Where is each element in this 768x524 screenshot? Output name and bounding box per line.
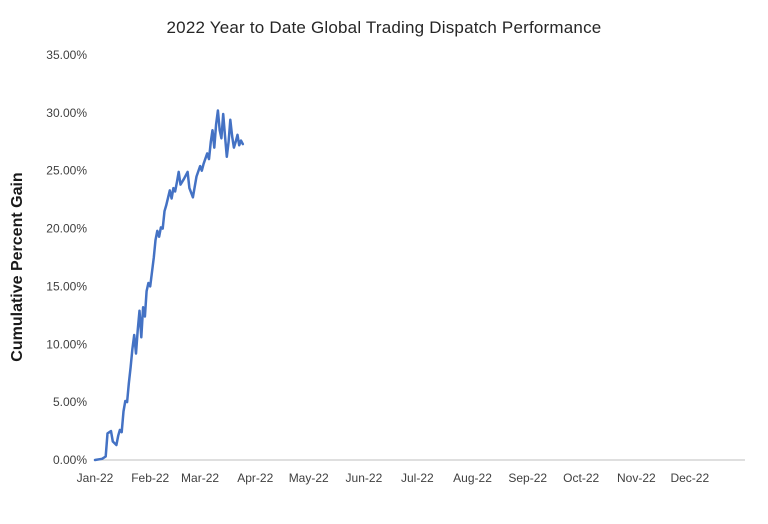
x-tick-label: Jul-22 xyxy=(401,471,434,485)
series-line xyxy=(93,109,245,462)
x-tick-label: May-22 xyxy=(289,471,329,485)
y-tick-label: 30.00% xyxy=(46,106,87,120)
x-tick-label: Nov-22 xyxy=(617,471,656,485)
x-tick-label: Jun-22 xyxy=(346,471,383,485)
y-tick-label: 20.00% xyxy=(46,222,87,236)
y-tick-label: 5.00% xyxy=(53,395,87,409)
x-tick-label: Apr-22 xyxy=(237,471,273,485)
x-tick-label: Aug-22 xyxy=(453,471,492,485)
x-tick-label: Mar-22 xyxy=(181,471,219,485)
y-tick-label: 0.00% xyxy=(53,453,87,467)
y-tick-label: 25.00% xyxy=(46,164,87,178)
y-tick-label: 35.00% xyxy=(46,48,87,62)
y-tick-label: 10.00% xyxy=(46,337,87,351)
chart-title: 2022 Year to Date Global Trading Dispatc… xyxy=(166,18,602,37)
x-tick-label: Dec-22 xyxy=(670,471,709,485)
y-tick-label: 15.00% xyxy=(46,279,87,293)
x-tick-label: Oct-22 xyxy=(563,471,599,485)
x-tick-label: Sep-22 xyxy=(508,471,547,485)
x-tick-label: Feb-22 xyxy=(131,471,169,485)
x-tick-label: Jan-22 xyxy=(77,471,114,485)
